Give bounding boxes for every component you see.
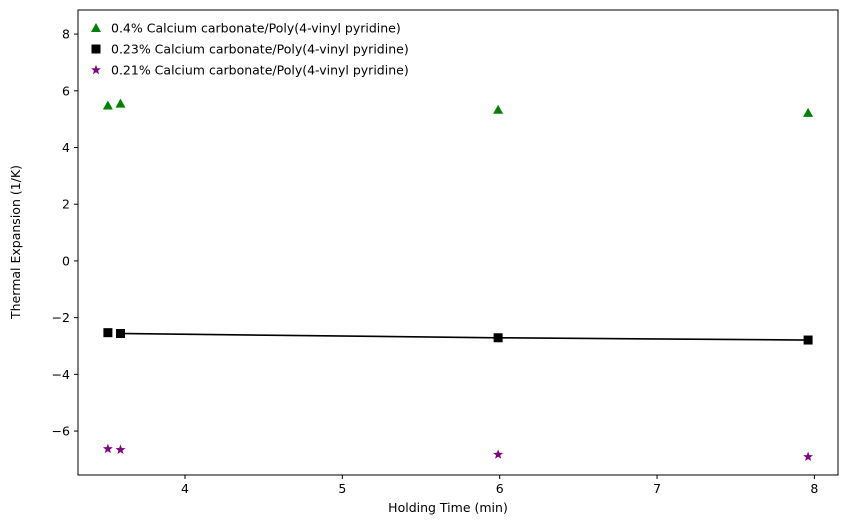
x-tick-label: 5 [338,481,346,496]
data-point [103,328,113,338]
y-tick-label: −6 [52,424,70,439]
data-point [493,333,503,343]
data-point [115,444,126,454]
legend-marker [91,23,101,32]
data-point [803,451,814,462]
y-tick-label: 4 [62,140,70,155]
y-axis: −6 −4 −2 0 2 4 6 8 [52,27,78,439]
data-point [102,443,113,454]
legend-marker [91,64,101,75]
y-tick-label: 6 [62,83,70,98]
legend-label: 0.4% Calcium carbonate/Poly(4-vinyl pyri… [111,21,401,36]
series-triangle [102,98,814,117]
series-star [102,443,814,462]
x-axis-label: Holding Time (min) [388,500,508,515]
fit-line [120,332,809,341]
y-tick-label: 0 [62,253,70,268]
plot-area [102,98,814,462]
x-tick-label: 6 [496,481,504,496]
data-point [115,98,126,108]
y-tick-label: 8 [62,27,70,42]
data-point [102,100,113,110]
x-tick-label: 4 [181,481,189,496]
legend-item: 0.23% Calcium carbonate/Poly(4-vinyl pyr… [91,42,409,57]
series-square [103,328,813,345]
x-axis: 4 5 6 7 8 [181,475,818,496]
data-point [493,449,504,459]
data-point [115,329,125,339]
x-tick-label: 7 [653,481,661,496]
legend-marker [91,44,101,54]
data-point [803,335,813,345]
y-tick-label: −2 [52,310,70,325]
legend-label: 0.21% Calcium carbonate/Poly(4-vinyl pyr… [111,63,409,78]
data-point [803,107,814,117]
legend: 0.4% Calcium carbonate/Poly(4-vinyl pyri… [91,21,409,78]
data-point [493,104,504,114]
legend-label: 0.23% Calcium carbonate/Poly(4-vinyl pyr… [111,42,409,57]
plot-frame [77,9,839,476]
y-tick-label: 2 [62,197,70,212]
legend-item: 0.21% Calcium carbonate/Poly(4-vinyl pyr… [91,63,409,78]
legend-item: 0.4% Calcium carbonate/Poly(4-vinyl pyri… [91,21,401,36]
x-tick-label: 8 [810,481,818,496]
y-axis-label: Thermal Expansion (1/K) [8,165,23,320]
y-tick-label: −4 [52,367,70,382]
